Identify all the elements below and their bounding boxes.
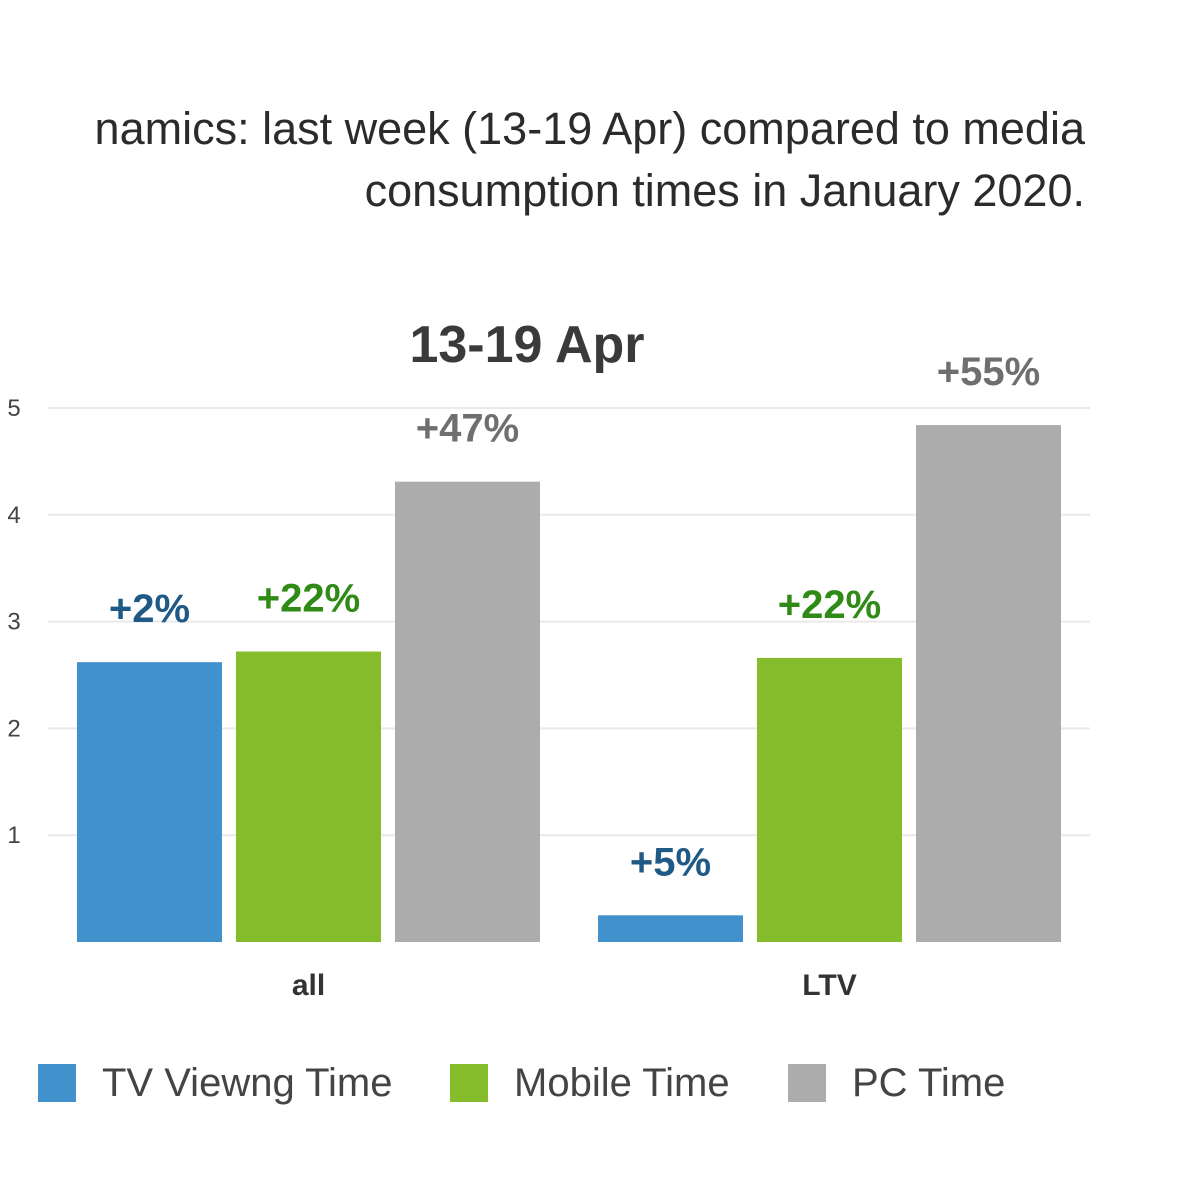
chart-subtitle: namics: last week (13-19 Apr) compared t… — [0, 98, 1085, 222]
data-labels: +2% +22% +47% +5% +22% +55% — [109, 350, 1040, 884]
bar-pc-ltv — [916, 425, 1061, 942]
legend-label-tv: TV Viewng Time — [102, 1060, 393, 1105]
legend-item-mobile: Mobile Time — [450, 1058, 730, 1108]
legend-swatch-mobile — [450, 1064, 488, 1102]
legend-swatch-pc — [788, 1064, 826, 1102]
bar-pc-all — [395, 481, 540, 942]
y-tick-label: 4 — [7, 502, 20, 529]
y-tick-label: 3 — [7, 609, 20, 636]
y-tick-label: 1 — [7, 822, 20, 849]
legend-swatch-tv — [38, 1064, 76, 1102]
data-label-pc-all: +47% — [416, 407, 519, 451]
legend-item-tv: TV Viewng Time — [38, 1058, 393, 1108]
chart-title: 13-19 Apr — [409, 316, 644, 374]
y-tick-label: 5 — [7, 395, 20, 422]
legend-label-pc: PC Time — [852, 1060, 1006, 1105]
x-category-label: LTV — [802, 969, 856, 1002]
bar-tv-all — [77, 662, 222, 942]
data-label-mobile-all: +22% — [257, 577, 360, 621]
bar-mobile-all — [236, 651, 381, 942]
data-label-tv-all: +2% — [109, 587, 190, 631]
legend-label-mobile: Mobile Time — [514, 1060, 730, 1105]
legend-item-pc: PC Time — [788, 1058, 1005, 1108]
x-axis: all LTV — [292, 969, 857, 1002]
y-tick-label: 2 — [7, 715, 20, 742]
subtitle-line-2: consumption times in January 2020. — [364, 165, 1085, 216]
bars — [77, 425, 1061, 942]
data-label-mobile-ltv: +22% — [778, 583, 881, 627]
y-axis: 1 2 3 4 5 — [7, 395, 20, 849]
data-label-pc-ltv: +55% — [937, 350, 1040, 394]
data-label-tv-ltv: +5% — [630, 840, 711, 884]
bar-tv-ltv — [598, 915, 743, 942]
bar-mobile-ltv — [757, 657, 902, 942]
subtitle-line-1: namics: last week (13-19 Apr) compared t… — [94, 103, 1085, 154]
x-category-label: all — [292, 969, 325, 1002]
